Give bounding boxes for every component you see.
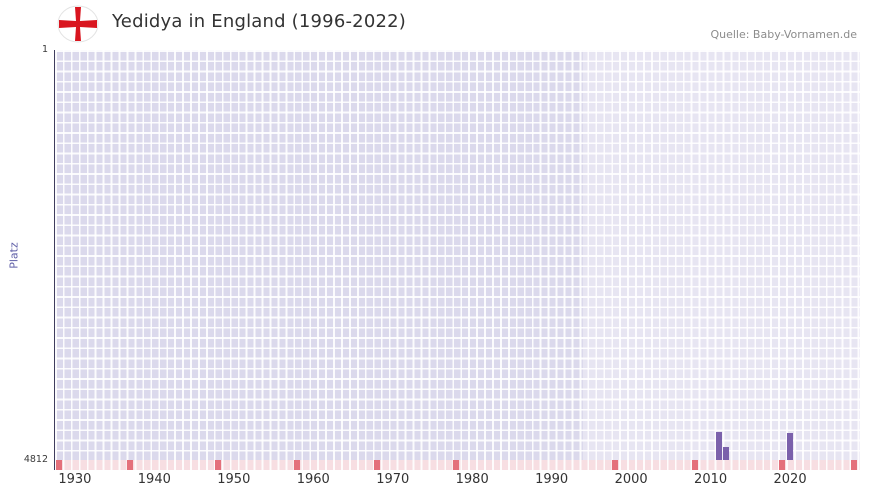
y-tick-top: 1 [41, 44, 48, 55]
unranked-strip [55, 460, 860, 470]
unranked-mark-1958 [294, 460, 301, 470]
rank-bar-2020 [787, 432, 794, 460]
unranked-mark-2028 [850, 460, 857, 470]
england-cross [59, 7, 97, 41]
x-tick-label-2000: 2000 [614, 472, 648, 487]
grid-lines [55, 50, 860, 460]
unranked-mark-1948 [214, 460, 221, 470]
rank-bar-2012 [723, 447, 730, 460]
chart-title: Yedidya in England (1996-2022) [112, 11, 407, 32]
y-axis-spine [53, 50, 55, 470]
source-credit: Quelle: Baby-Vornamen.de [710, 28, 857, 41]
england-flag-icon [57, 5, 99, 43]
x-tick-label-2010: 2010 [694, 472, 728, 487]
x-tick-label-1950: 1950 [217, 472, 251, 487]
unranked-mark-1968 [373, 460, 380, 470]
x-tick-label-1970: 1970 [376, 472, 410, 487]
unranked-mark-2019 [779, 460, 786, 470]
unranked-mark-1937 [127, 460, 134, 470]
plot-area [55, 50, 860, 460]
unranked-mark-1978 [453, 460, 460, 470]
x-tick-label-1960: 1960 [296, 472, 330, 487]
unranked-mark-2008 [691, 460, 698, 470]
rank-bar-2011 [715, 431, 722, 460]
y-axis-label: Platz [7, 242, 21, 269]
x-tick-label-1980: 1980 [455, 472, 489, 487]
unranked-mark-1928 [55, 460, 62, 470]
x-tick-label-1990: 1990 [535, 472, 569, 487]
unranked-mark-1998 [612, 460, 619, 470]
y-tick-bottom: 4812 [23, 454, 48, 465]
x-tick-label-1940: 1940 [137, 472, 171, 487]
x-tick-label-2020: 2020 [773, 472, 807, 487]
x-tick-label-1930: 1930 [58, 472, 92, 487]
